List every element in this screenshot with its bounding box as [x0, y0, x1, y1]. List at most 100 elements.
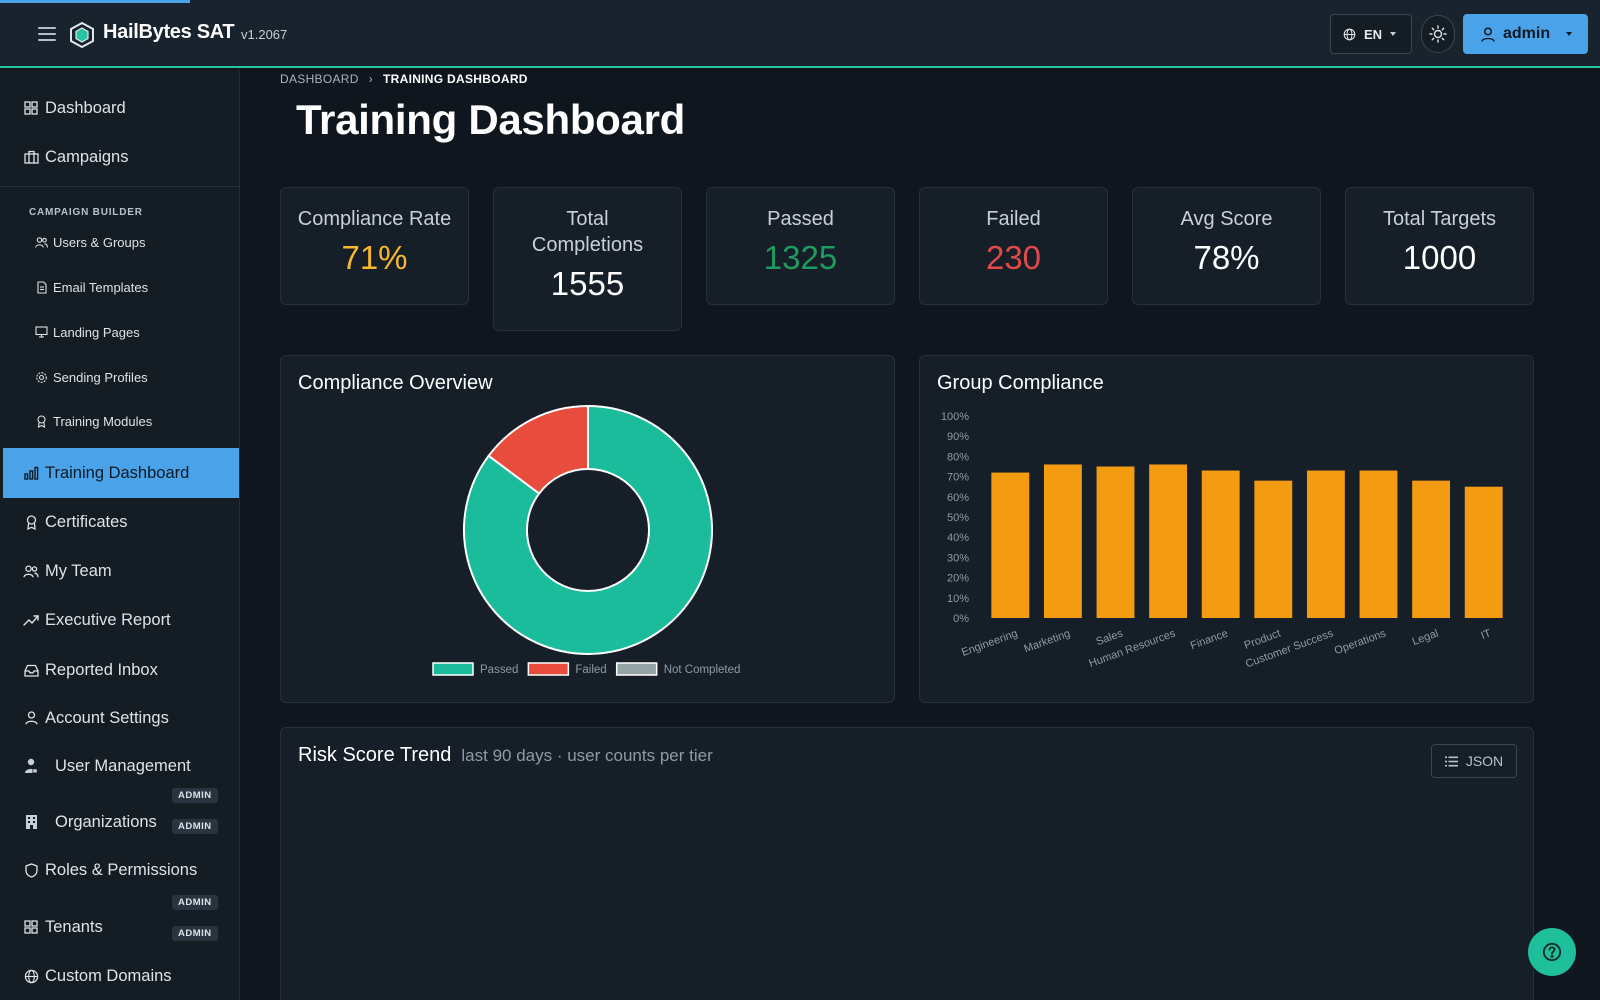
x-tick-label: Marketing [1022, 628, 1071, 656]
stat-label: Total Targets [1382, 208, 1497, 230]
sun-icon [1429, 25, 1447, 43]
breadcrumb-current: TRAINING DASHBOARD [383, 72, 528, 86]
sidebar-item-custom-domains[interactable]: Custom Domains [0, 956, 240, 996]
gear-icon [35, 371, 48, 384]
donut-slice-passed [463, 404, 713, 655]
sidebar-item-user-management[interactable]: User Management [0, 746, 240, 786]
sidebar-item-label: My Team [45, 561, 112, 580]
bar-marketing [1043, 464, 1082, 618]
trend-icon [23, 612, 39, 628]
stat-value: 71% [341, 239, 408, 276]
admin-badge: ADMIN [172, 788, 218, 803]
sidebar-item-executive-report[interactable]: Executive Report [0, 600, 240, 640]
sidebar-item-my-team[interactable]: My Team [0, 551, 240, 591]
user-menu-label: admin [1503, 25, 1551, 42]
sidebar-item-email-templates[interactable]: Email Templates [0, 272, 240, 302]
compliance-overview-card: Compliance Overview Passed Failed Not Comp… [280, 355, 895, 703]
stat-value: 1555 [550, 265, 625, 302]
help-button[interactable] [1528, 928, 1576, 976]
list-icon [1444, 756, 1458, 766]
card-title: Group Compliance [937, 372, 1104, 394]
bar-engineering [991, 472, 1030, 618]
stat-label: Failed [986, 208, 1041, 230]
version-label: v1.2067 [241, 27, 288, 42]
sidebar-item-tenants[interactable]: Tenants [0, 907, 240, 947]
x-tick-label: IT [1479, 627, 1493, 642]
stat-value: 78% [1193, 239, 1260, 276]
x-tick-label: Customer Success [1244, 627, 1335, 670]
stat-value: 1000 [1402, 239, 1477, 276]
legend-swatch [432, 662, 474, 676]
bar-human-resources [1149, 464, 1188, 618]
sidebar-item-label: Executive Report [45, 610, 171, 629]
json-button[interactable]: JSON [1431, 744, 1517, 778]
stat-card-failed: Failed 230 [919, 187, 1108, 305]
stat-card-total-completions: Total Completions 1555 [493, 187, 682, 331]
y-tick-label: 60% [947, 492, 969, 504]
group-compliance-card: Group Compliance 0% 10% 20% 30% 40% 50% 60% 70%… [919, 355, 1534, 703]
language-label: EN [1364, 26, 1383, 42]
sidebar-item-training-modules[interactable]: Training Modules [0, 406, 240, 436]
legend-label: Failed [575, 664, 606, 676]
sidebar-item-sending-profiles[interactable]: Sending Profiles [0, 362, 240, 392]
theme-toggle-button[interactable] [1421, 15, 1455, 53]
stat-value: 1325 [763, 239, 838, 276]
stat-label: Total Completions [531, 208, 644, 256]
bar-chart-icon [23, 465, 39, 481]
bar-sales [1096, 466, 1135, 618]
sidebar-item-reported-inbox[interactable]: Reported Inbox [0, 650, 240, 690]
sidebar-item-dashboard[interactable]: Dashboard [0, 88, 240, 128]
building-icon [23, 814, 39, 830]
bar-finance [1201, 470, 1240, 618]
users-icon [23, 563, 39, 579]
section-label: CAMPAIGN BUILDER [29, 207, 143, 218]
y-tick-label: 10% [947, 593, 969, 605]
y-tick-label: 50% [947, 512, 969, 524]
loading-bar [0, 0, 190, 3]
admin-badge: ADMIN [172, 926, 218, 941]
breadcrumb-root[interactable]: DASHBOARD [280, 72, 359, 86]
users-icon [35, 236, 48, 249]
card-title: Compliance Overview [298, 372, 493, 394]
legend-swatch [527, 662, 570, 676]
sidebar-item-campaigns[interactable]: Campaigns [0, 137, 240, 177]
bar-customer-success [1306, 470, 1345, 618]
donut-slice-failed [487, 404, 589, 495]
sidebar-item-label: Email Templates [53, 279, 149, 295]
sidebar-item-roles-permissions[interactable]: Roles & Permissions [0, 850, 240, 890]
stat-card-compliance-rate: Compliance Rate 71% [280, 187, 469, 305]
compliance-donut-chart: Passed Failed Not Completed [432, 404, 740, 676]
x-tick-label: Finance [1189, 628, 1230, 653]
hamburger-menu-icon[interactable] [38, 27, 56, 41]
sidebar-item-label: Training Dashboard [45, 463, 190, 482]
sidebar-item-label: Training Modules [53, 413, 153, 429]
y-tick-label: 40% [947, 532, 969, 544]
risk-score-trend-card: Risk Score Trend last 90 days · user coun… [280, 727, 1534, 1000]
sidebar-item-organizations[interactable]: Organizations [0, 802, 240, 842]
brand-name: HailBytes SAT [103, 21, 235, 43]
user-icon [1481, 26, 1495, 42]
sidebar-item-label: Users & Groups [53, 234, 146, 250]
sidebar-item-certificates[interactable]: Certificates [0, 502, 240, 542]
bar-legal [1412, 480, 1451, 618]
y-tick-label: 20% [947, 573, 969, 585]
y-tick-label: 100% [941, 411, 969, 423]
sidebar-item-label: Roles & Permissions [45, 860, 198, 879]
user-menu-button[interactable]: admin [1463, 14, 1588, 54]
legend-label: Passed [480, 664, 518, 676]
stat-card-passed: Passed 1325 [706, 187, 895, 305]
stat-label: Passed [767, 208, 834, 230]
language-selector[interactable]: EN [1330, 14, 1412, 54]
bar-product [1254, 480, 1293, 618]
breadcrumb-separator: › [368, 72, 374, 86]
sidebar-item-users-groups[interactable]: Users & Groups [0, 227, 240, 257]
stat-value: 230 [985, 239, 1042, 276]
sidebar-item-account-settings[interactable]: Account Settings [0, 698, 240, 738]
stat-card-total-targets: Total Targets 1000 [1345, 187, 1534, 305]
grid-icon [23, 100, 39, 116]
sidebar-item-training-dashboard[interactable]: Training Dashboard [3, 448, 239, 498]
chevron-down-icon [1390, 32, 1397, 36]
sidebar-item-landing-pages[interactable]: Landing Pages [0, 317, 240, 347]
card-title-text: Risk Score Trend [298, 744, 452, 766]
top-header: HailBytes SAT v1.2067 EN admin [0, 0, 1600, 68]
